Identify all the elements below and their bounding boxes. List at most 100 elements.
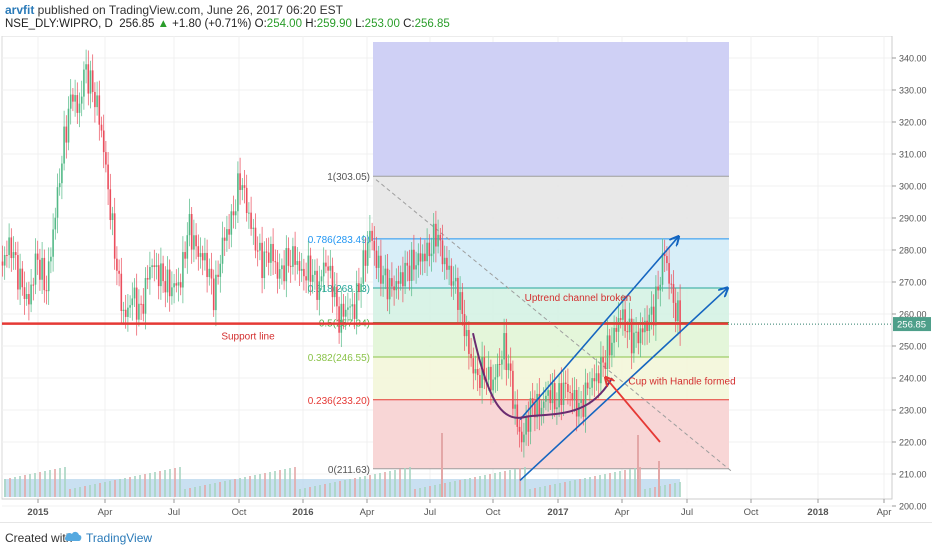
x-tick-label: Apr (615, 507, 630, 518)
candle-body (61, 163, 63, 184)
candle-body (219, 263, 222, 277)
volume-bar (569, 481, 571, 497)
candle-body (549, 390, 552, 404)
candle-body (58, 183, 61, 188)
candle-body (677, 300, 679, 322)
candle-body (41, 257, 43, 280)
volume-bar (254, 475, 256, 497)
candle-body (23, 287, 26, 299)
last-price-label: 256.85 (897, 320, 926, 331)
candle-body (347, 307, 349, 310)
channel-upper-line (519, 237, 678, 421)
volume-bar (129, 477, 131, 497)
close-value: 256.85 (414, 18, 450, 30)
candle-body (457, 277, 459, 310)
candle-body (197, 246, 200, 257)
volume-bar (669, 484, 671, 497)
candle-body (294, 246, 296, 265)
channel-lower-line (519, 288, 727, 481)
candle-body (428, 242, 431, 257)
candle-body (380, 255, 382, 284)
candle-body (402, 272, 404, 287)
candle-body (1, 261, 4, 266)
volume-bar (159, 471, 161, 497)
volume-bar (349, 479, 351, 497)
candle-body (28, 294, 30, 305)
volume-spike (441, 433, 443, 497)
candle-body (232, 211, 235, 216)
volume-bar (114, 480, 116, 497)
volume-bar (189, 488, 191, 497)
candle-body (551, 383, 554, 404)
volume-bar (524, 467, 526, 497)
candle-body (94, 91, 96, 108)
fib-zone (373, 399, 729, 469)
candle-body (602, 357, 604, 363)
candle-body (349, 306, 351, 308)
tradingview-brand-link[interactable]: TradingView (86, 531, 153, 545)
candle-body (34, 253, 37, 285)
candle-body (274, 261, 277, 263)
candle-body (285, 248, 288, 282)
volume-bar (314, 486, 316, 497)
volume-bar (119, 479, 121, 497)
volume-bar (304, 488, 306, 497)
candle-body (17, 255, 19, 290)
candle-body (171, 287, 173, 297)
volume-bar (249, 476, 251, 497)
candle-body (322, 262, 325, 277)
candle-body (369, 230, 371, 243)
candle-body (586, 382, 589, 389)
x-tick-label: Oct (232, 507, 247, 518)
candle-body (542, 401, 545, 408)
candle-body (459, 292, 461, 310)
volume-bar (99, 483, 101, 497)
candle-body (190, 214, 193, 250)
volume-bar (339, 481, 341, 497)
candle-body (276, 262, 279, 279)
candle-body (655, 286, 657, 326)
candle-body (87, 64, 90, 94)
candle-body (639, 328, 642, 344)
candle-body (582, 399, 585, 417)
candle-body (142, 303, 145, 314)
volume-bar (239, 478, 241, 497)
volume-bar (94, 484, 96, 497)
y-tick-label: 250.00 (899, 342, 927, 352)
candle-body (355, 283, 358, 319)
candle-body (316, 270, 318, 300)
candle-body (201, 253, 204, 261)
candle-body (520, 431, 523, 443)
candle-body (494, 377, 497, 380)
y-tick-label: 300.00 (899, 182, 927, 192)
y-tick-label: 210.00 (899, 470, 927, 480)
volume-bar (639, 467, 641, 497)
candle-body (186, 235, 189, 259)
price-chart[interactable]: 1(303.05)0.786(283.49)0.618(268.13)0.5(2… (0, 36, 932, 520)
volume-bar (284, 469, 286, 497)
candle-body (595, 373, 598, 382)
x-tick-label: Apr (360, 507, 375, 518)
candle-body (446, 257, 448, 270)
footer: Created with TradingView (0, 522, 932, 551)
last-price-tag (893, 317, 931, 332)
candle-body (391, 278, 393, 287)
candle-body (584, 382, 587, 417)
fib-zone (373, 287, 729, 323)
candle-body (39, 259, 41, 280)
candle-body (164, 281, 167, 293)
tradingview-cloud-icon (64, 531, 82, 541)
volume-spike (658, 461, 660, 497)
candle-body (617, 318, 620, 332)
author-name[interactable]: arvfit (5, 3, 35, 17)
y-tick-label: 230.00 (899, 406, 927, 416)
candle-body (278, 269, 281, 279)
candle-body (124, 309, 127, 317)
candle-body (80, 96, 83, 104)
volume-bar (64, 467, 66, 497)
volume-bar (199, 486, 201, 497)
fib-level-label: 0.382(246.55) (308, 353, 370, 364)
volume-bar (489, 474, 491, 497)
candle-body (230, 211, 233, 235)
candle-body (536, 393, 538, 418)
